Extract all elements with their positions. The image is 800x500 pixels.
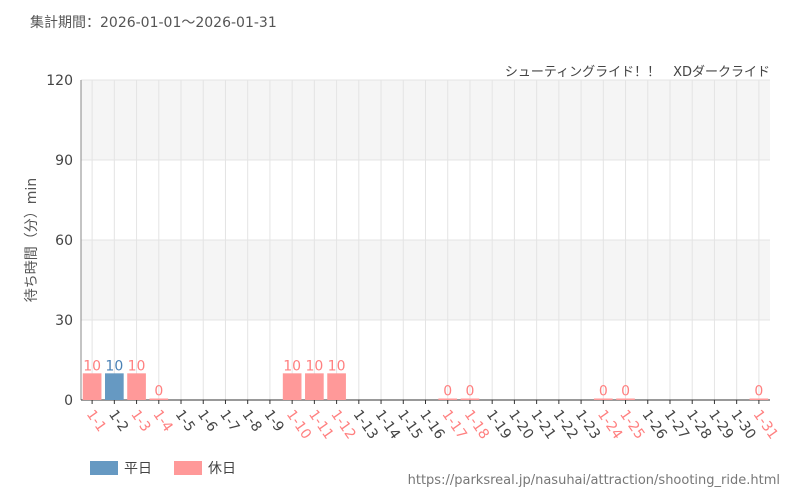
bar [82,373,102,400]
data-label: 10 [128,358,146,374]
data-label: 0 [443,384,452,400]
period-label: 集計期間：2026-01-01～2026-01-31 [30,15,277,31]
legend-item-holiday[interactable]: 休日 [174,458,236,478]
x-tick-label: 1-2 [105,407,131,435]
chart-title: シューティングライド！！ XDダークライド [504,65,770,80]
x-tick-label: 1-4 [150,407,176,435]
y-tick-label: 60 [55,233,73,249]
x-tick-label: 1-6 [194,407,220,435]
data-label: 10 [305,358,323,374]
bar [749,398,769,400]
y-tick-label: 90 [55,153,73,169]
x-tick-label: 1-3 [127,407,153,435]
bar [127,373,146,400]
bar [327,373,346,400]
x-tick-label: 1-7 [216,407,242,435]
legend-item-weekday[interactable]: 平日 [90,458,152,478]
bar [282,373,302,400]
y-tick-label: 0 [64,393,73,409]
x-tick-label: 1-8 [238,407,264,435]
data-label: 0 [754,384,763,400]
bar [105,373,124,400]
data-label: 10 [105,358,123,374]
data-label: 0 [154,384,163,400]
bar [149,398,169,400]
legend-swatch-weekday [90,461,118,475]
legend: 平日 休日 [90,458,236,478]
bar [305,373,324,400]
data-label: 10 [328,358,346,374]
legend-swatch-holiday [174,461,202,475]
data-label: 10 [83,358,101,374]
source-url[interactable]: https://parksreal.jp/nasuhai/attraction/… [407,473,780,488]
x-tick-label: 1-31 [750,407,781,442]
x-tick-label: 1-1 [83,407,109,435]
data-label: 0 [621,384,630,400]
x-tick-label: 1-5 [172,407,198,435]
bar [438,398,458,400]
x-tick-label: 1-9 [261,407,287,435]
y-tick-label: 30 [55,313,73,329]
data-label: 10 [283,358,301,374]
legend-label-weekday: 平日 [124,461,152,477]
bar [460,398,480,400]
data-label: 0 [599,384,608,400]
y-axis-label: 待ち時間（分）min [24,178,40,302]
data-label: 0 [465,384,474,400]
legend-label-holiday: 休日 [208,461,236,477]
bar [616,398,635,400]
bar [593,398,613,400]
y-tick-label: 120 [46,73,73,89]
